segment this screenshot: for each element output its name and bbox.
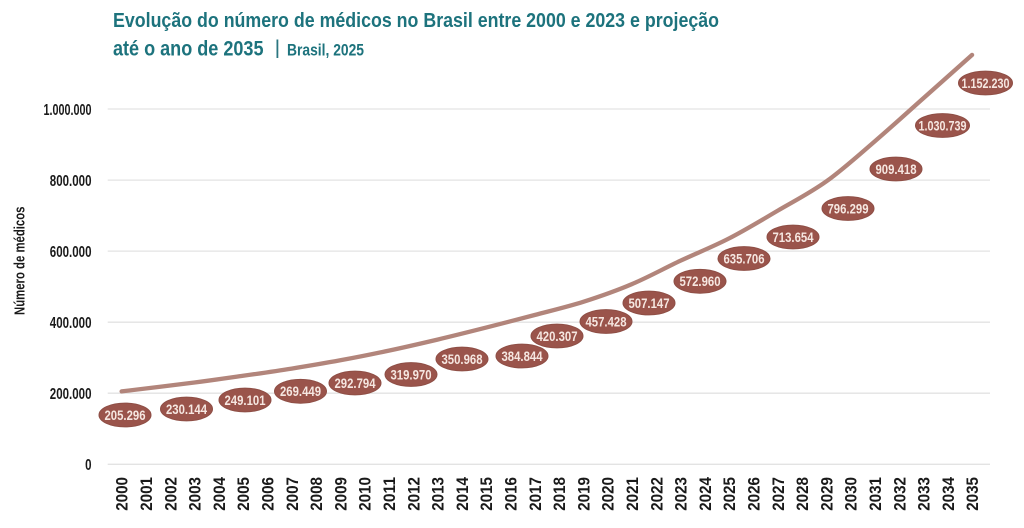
svg-text:0: 0 [85,457,91,474]
svg-text:2006: 2006 [260,477,278,511]
svg-text:2030: 2030 [843,477,861,511]
svg-text:205.296: 205.296 [105,408,146,423]
svg-text:269.449: 269.449 [280,384,321,399]
svg-text:2003: 2003 [187,477,205,511]
svg-text:909.418: 909.418 [876,162,917,177]
svg-text:2001: 2001 [138,477,156,511]
svg-text:2016: 2016 [503,477,521,511]
svg-text:420.307: 420.307 [537,329,578,344]
svg-text:2000: 2000 [114,477,132,511]
svg-text:200.000: 200.000 [50,386,92,403]
svg-text:até o ano de 2035: até o ano de 2035 [113,37,264,61]
svg-text:1.030.739: 1.030.739 [919,118,967,133]
svg-text:2028: 2028 [794,477,812,511]
svg-text:2033: 2033 [916,477,934,511]
svg-text:350.968: 350.968 [442,352,483,367]
svg-text:2024: 2024 [697,476,715,511]
svg-text:Número de médicos: Número de médicos [12,207,29,316]
svg-text:507.147: 507.147 [629,296,670,311]
svg-text:1.000.000: 1.000.000 [44,102,92,119]
svg-text:384.844: 384.844 [502,349,543,364]
svg-text:2029: 2029 [818,477,836,511]
svg-text:Evolução do número de médicos: Evolução do número de médicos no Brasil … [113,10,719,32]
svg-text:2015: 2015 [478,477,496,511]
svg-text:572.960: 572.960 [680,274,721,289]
svg-text:2020: 2020 [600,477,618,511]
svg-text:400.000: 400.000 [50,315,92,332]
svg-text:2021: 2021 [624,477,642,511]
svg-text:2009: 2009 [332,477,350,511]
svg-text:600.000: 600.000 [50,244,92,261]
svg-text:2005: 2005 [235,477,253,511]
svg-text:319.970: 319.970 [391,367,432,382]
svg-text:2034: 2034 [940,476,958,511]
svg-text:2032: 2032 [891,477,909,511]
svg-text:Brasil, 2025: Brasil, 2025 [287,40,364,59]
svg-text:2018: 2018 [551,477,569,511]
svg-text:457.428: 457.428 [586,314,627,329]
svg-text:2017: 2017 [527,477,545,511]
svg-text:635.706: 635.706 [724,251,765,266]
svg-text:292.794: 292.794 [335,376,376,391]
svg-text:2002: 2002 [162,477,180,511]
svg-text:2035: 2035 [964,477,982,511]
svg-text:2014: 2014 [454,476,472,511]
svg-text:2031: 2031 [867,477,885,511]
svg-text:2010: 2010 [357,477,375,511]
svg-text:2025: 2025 [721,477,739,511]
svg-text:2019: 2019 [575,477,593,511]
svg-text:796.299: 796.299 [828,201,869,216]
svg-text:2004: 2004 [211,476,229,511]
svg-text:2008: 2008 [308,477,326,511]
svg-text:1.152.230: 1.152.230 [962,76,1010,91]
svg-text:800.000: 800.000 [50,173,92,190]
svg-text:2012: 2012 [405,477,423,511]
svg-text:2007: 2007 [284,477,302,511]
svg-text:230.144: 230.144 [166,402,207,417]
svg-text:713.654: 713.654 [773,230,814,245]
svg-text:2026: 2026 [746,477,764,511]
svg-text:2027: 2027 [770,477,788,511]
svg-text:2013: 2013 [430,477,448,511]
svg-text:2022: 2022 [648,477,666,511]
svg-text:2023: 2023 [673,477,691,511]
svg-text:249.101: 249.101 [225,393,266,408]
svg-text:2011: 2011 [381,477,399,511]
